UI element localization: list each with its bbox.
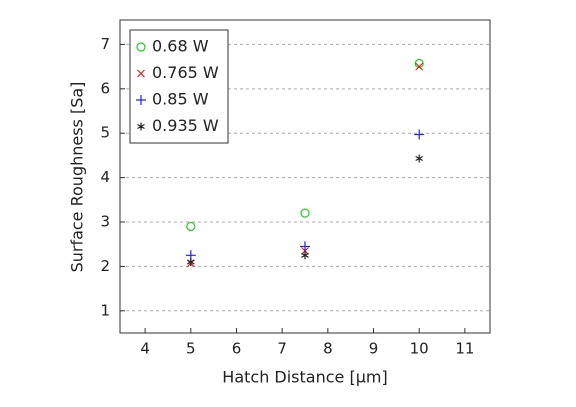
legend-marker <box>136 42 146 52</box>
x-tick-label: 11 <box>455 340 474 358</box>
y-axis-label: Surface Roughness [Sa] <box>68 82 87 273</box>
point <box>415 154 423 163</box>
plot-frame <box>119 19 491 334</box>
legend-marker <box>137 122 145 131</box>
point <box>187 257 195 266</box>
legend-label: 0.68 W <box>152 37 209 56</box>
x-tick-label: 10 <box>410 340 429 358</box>
y-tick-label: 5 <box>100 124 110 142</box>
x-tick-label: 6 <box>232 340 242 358</box>
y-tick-label: 3 <box>100 213 110 231</box>
x-tick-label: 9 <box>369 340 379 358</box>
x-tick-label: 4 <box>140 340 150 358</box>
point <box>186 221 196 232</box>
x-axis-label: Hatch Distance [μm] <box>222 368 387 387</box>
point <box>415 62 424 71</box>
legend-box <box>129 29 229 144</box>
legend: 0.68 W 0.765 W 0.85 W 0.935 W <box>129 29 229 144</box>
y-tick-label: 7 <box>100 35 110 53</box>
point <box>301 251 309 260</box>
x-tick-label: 7 <box>277 340 287 358</box>
legend-label: 0.935 W <box>152 116 219 135</box>
point <box>414 129 425 140</box>
legend-label: 0.85 W <box>152 90 209 109</box>
legend-marker <box>136 95 146 105</box>
x-tick-label: 8 <box>323 340 333 358</box>
y-tick-label: 1 <box>100 301 110 319</box>
point <box>300 208 310 218</box>
legend-marker <box>137 69 145 78</box>
point <box>300 241 310 252</box>
x-tick-label: 5 <box>186 340 196 358</box>
y-tick-label: 2 <box>100 257 110 275</box>
point <box>414 58 424 69</box>
y-tick-label: 6 <box>100 79 110 97</box>
legend-label: 0.765 W <box>152 63 219 82</box>
y-tick-label: 4 <box>100 168 110 186</box>
